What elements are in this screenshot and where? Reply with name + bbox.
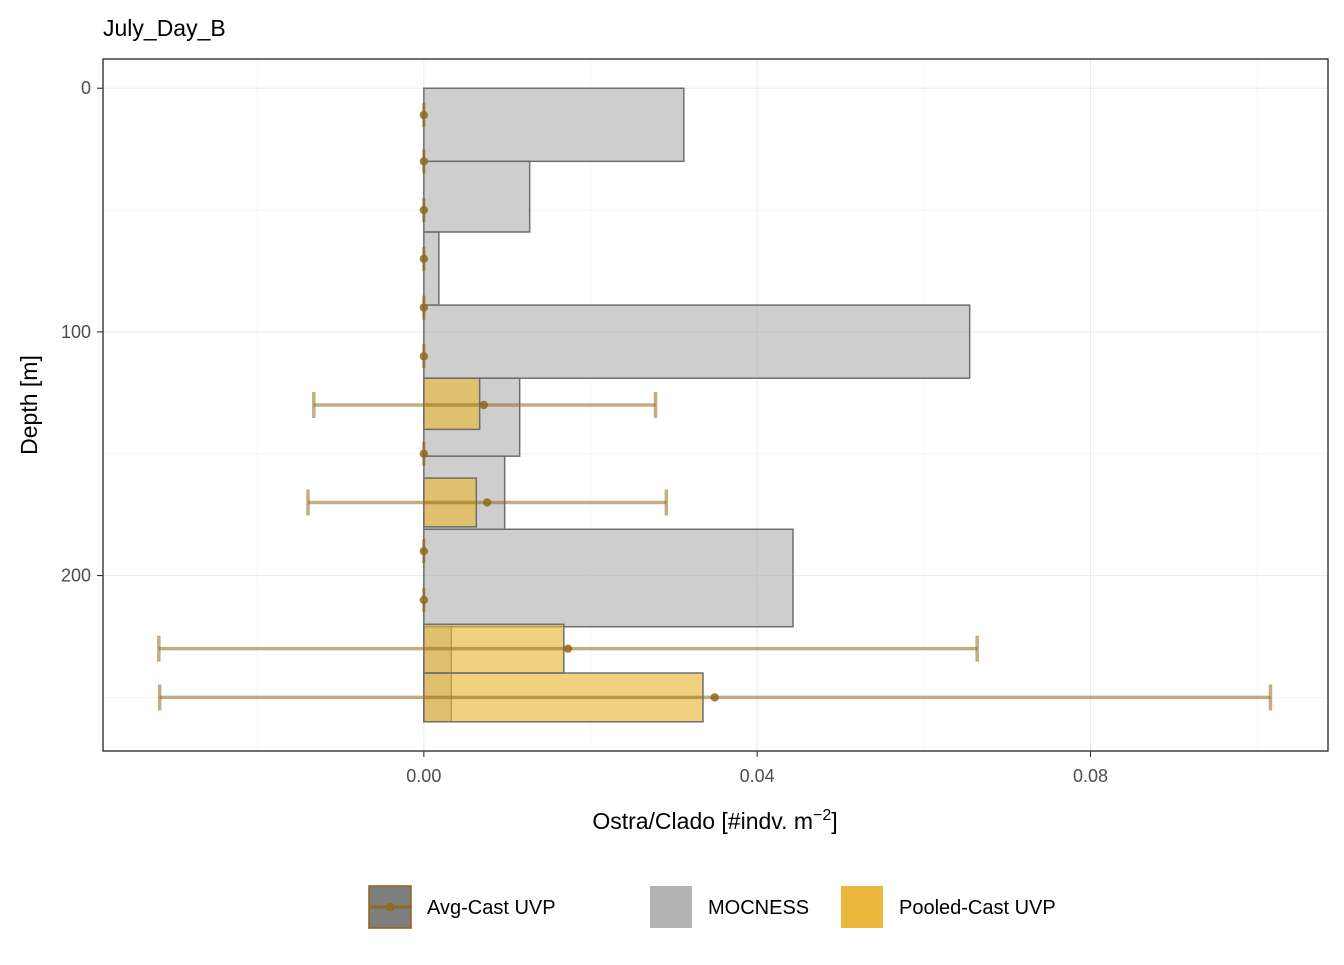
avg-cast-point <box>563 644 573 653</box>
mocness-bar <box>423 231 440 306</box>
legend-key-pooled-cast <box>841 886 883 928</box>
chart-title: July_Day_B <box>103 15 226 41</box>
x-axis-title-main: Ostra/Clado [#indv. m <box>592 808 813 834</box>
avg-cast-point-group <box>419 149 429 174</box>
avg-cast-point-group <box>419 198 429 223</box>
x-axis-title-end: ] <box>831 808 837 834</box>
mocness-bar <box>423 87 685 163</box>
avg-cast-point <box>710 693 719 702</box>
y-tick-label: 200 <box>61 566 91 586</box>
avg-cast-point <box>419 254 429 264</box>
mocness-bar <box>423 160 531 233</box>
avg-cast-point <box>419 449 429 458</box>
avg-cast-point-group <box>306 489 669 516</box>
y-axis-title: Depth [m] <box>16 355 42 455</box>
legend-item-avg: Avg-Cast UVP <box>368 885 556 929</box>
avg-cast-point-group <box>419 295 429 320</box>
avg-cast-point <box>419 303 429 312</box>
axis-layer: 0.00 0.04 0.08 0 100 200 <box>61 78 1108 786</box>
avg-cast-point <box>419 352 429 361</box>
legend-label: Avg-Cast UVP <box>427 897 556 919</box>
avg-cast-point-group <box>419 587 429 612</box>
legend-key-mocness <box>650 886 692 928</box>
legend-label: MOCNESS <box>708 897 809 919</box>
avg-cast-point <box>482 498 492 507</box>
avg-cast-point <box>419 595 429 605</box>
avg-cast-point <box>479 400 489 410</box>
x-tick-label: 0.04 <box>740 766 775 786</box>
bar-layer <box>423 87 971 723</box>
avg-cast-point <box>419 546 429 556</box>
avg-cast-point-group <box>157 684 1273 711</box>
mocness-bar <box>423 304 971 379</box>
mocness-bar <box>423 528 794 628</box>
legend: Avg-Cast UVP MOCNESS Pooled-Cast UVP <box>368 885 1056 929</box>
avg-cast-point-group <box>312 392 658 418</box>
x-axis-title: Ostra/Clado [#indv. m−2] <box>592 807 837 834</box>
legend-item-mocness: MOCNESS <box>650 886 809 928</box>
legend-item-pooled: Pooled-Cast UVP <box>841 886 1056 928</box>
avg-cast-point-group <box>157 635 979 662</box>
plot-background <box>103 59 1328 751</box>
avg-cast-point-group <box>419 103 429 128</box>
legend-key-avg-cast-point <box>385 902 395 912</box>
avg-cast-point-group <box>419 344 429 369</box>
avg-cast-point <box>419 157 429 166</box>
x-axis-title-superscript: −2 <box>813 807 831 824</box>
avg-cast-point <box>419 205 429 215</box>
point-layer <box>157 103 1273 711</box>
avg-cast-point-group <box>419 246 429 271</box>
x-tick-label: 0.08 <box>1073 766 1108 786</box>
x-tick-label: 0.00 <box>406 766 441 786</box>
avg-cast-point-group <box>419 539 429 564</box>
avg-cast-point-group <box>419 441 429 466</box>
y-tick-label: 100 <box>61 322 91 342</box>
avg-cast-point <box>419 110 429 120</box>
y-tick-label: 0 <box>81 78 91 98</box>
legend-label: Pooled-Cast UVP <box>899 897 1056 919</box>
plot-border <box>102 58 1329 752</box>
